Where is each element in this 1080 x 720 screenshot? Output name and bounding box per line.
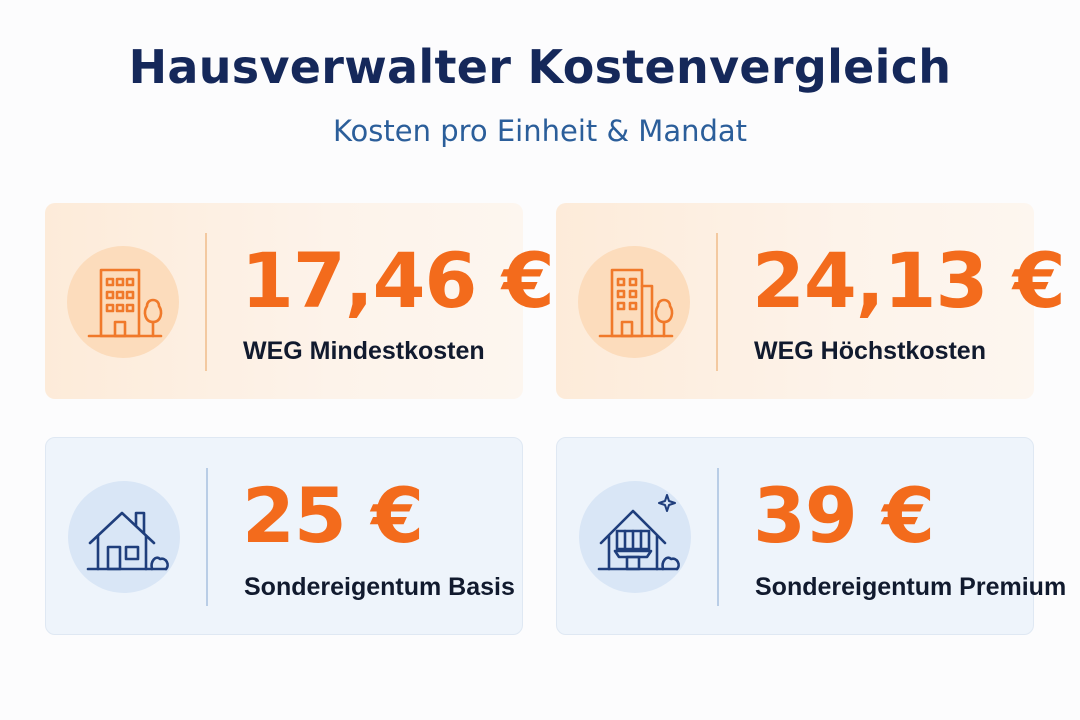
house-sparkle-icon (579, 481, 691, 593)
cost-label: Sondereigentum Premium (755, 573, 1067, 601)
card-divider (206, 468, 208, 606)
cost-value: 39 € (753, 471, 935, 560)
card-divider (205, 233, 207, 371)
house-icon (68, 481, 180, 593)
page-title: Hausverwalter Kostenvergleich (128, 40, 952, 94)
cost-value: 24,13 € (752, 236, 1066, 325)
card-divider (717, 468, 719, 606)
cost-label: Sondereigentum Basis (244, 573, 515, 601)
cost-label: WEG Höchstkosten (754, 337, 986, 365)
cost-label: WEG Mindestkosten (243, 337, 485, 365)
page-subtitle: Kosten pro Einheit & Mandat (332, 114, 748, 148)
cost-card-weg-min: 17,46 € WEG Mindestkosten (45, 203, 555, 399)
cost-value: 25 € (242, 471, 424, 560)
cost-card-se-premium: 39 € Sondereigentum Premium (556, 437, 1066, 635)
cost-value: 17,46 € (241, 236, 555, 325)
cost-card-weg-max: 24,13 € WEG Höchstkosten (556, 203, 1066, 399)
apartment-building-tree-icon (67, 246, 179, 358)
cost-card-se-basis: 25 € Sondereigentum Basis (45, 437, 523, 635)
card-divider (716, 233, 718, 371)
apartment-building-tree-icon (578, 246, 690, 358)
